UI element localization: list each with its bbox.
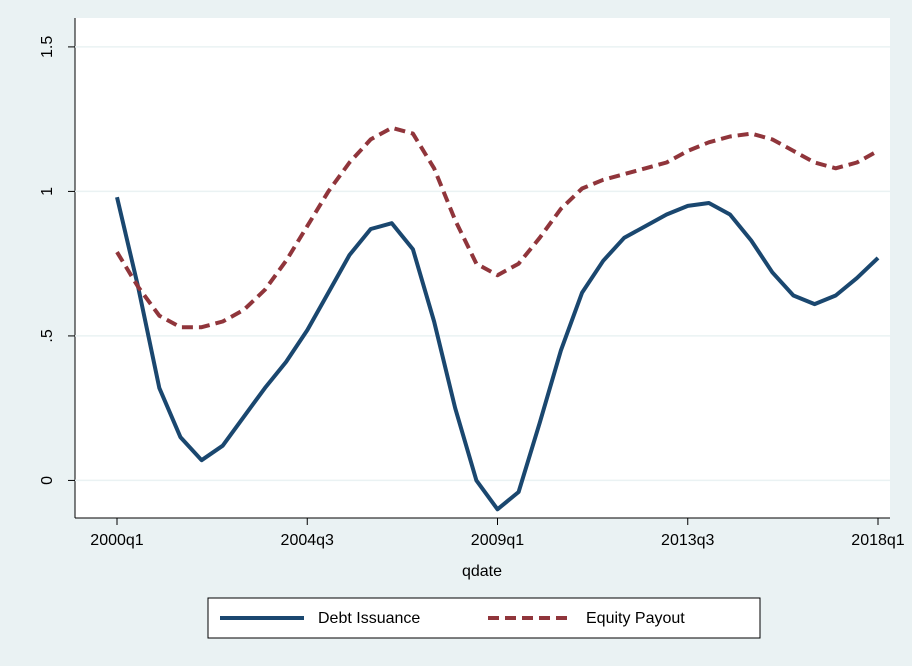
legend-label: Equity Payout	[586, 610, 685, 627]
series-line	[115, 125, 879, 330]
y-tick-label: 1.5	[39, 36, 56, 58]
x-tick-label: 2004q3	[281, 532, 334, 549]
y-tick-label: 0	[39, 476, 56, 485]
x-tick-label: 2018q1	[851, 532, 904, 549]
legend-label: Debt Issuance	[318, 610, 420, 627]
y-tick-label: .5	[39, 329, 56, 342]
x-tick-label: 2000q1	[90, 532, 143, 549]
x-axis-title: qdate	[462, 563, 502, 580]
x-tick-label: 2009q1	[471, 532, 524, 549]
y-tick-label: 1	[39, 187, 56, 196]
x-tick-label: 2013q3	[661, 532, 714, 549]
series-line	[115, 196, 880, 512]
